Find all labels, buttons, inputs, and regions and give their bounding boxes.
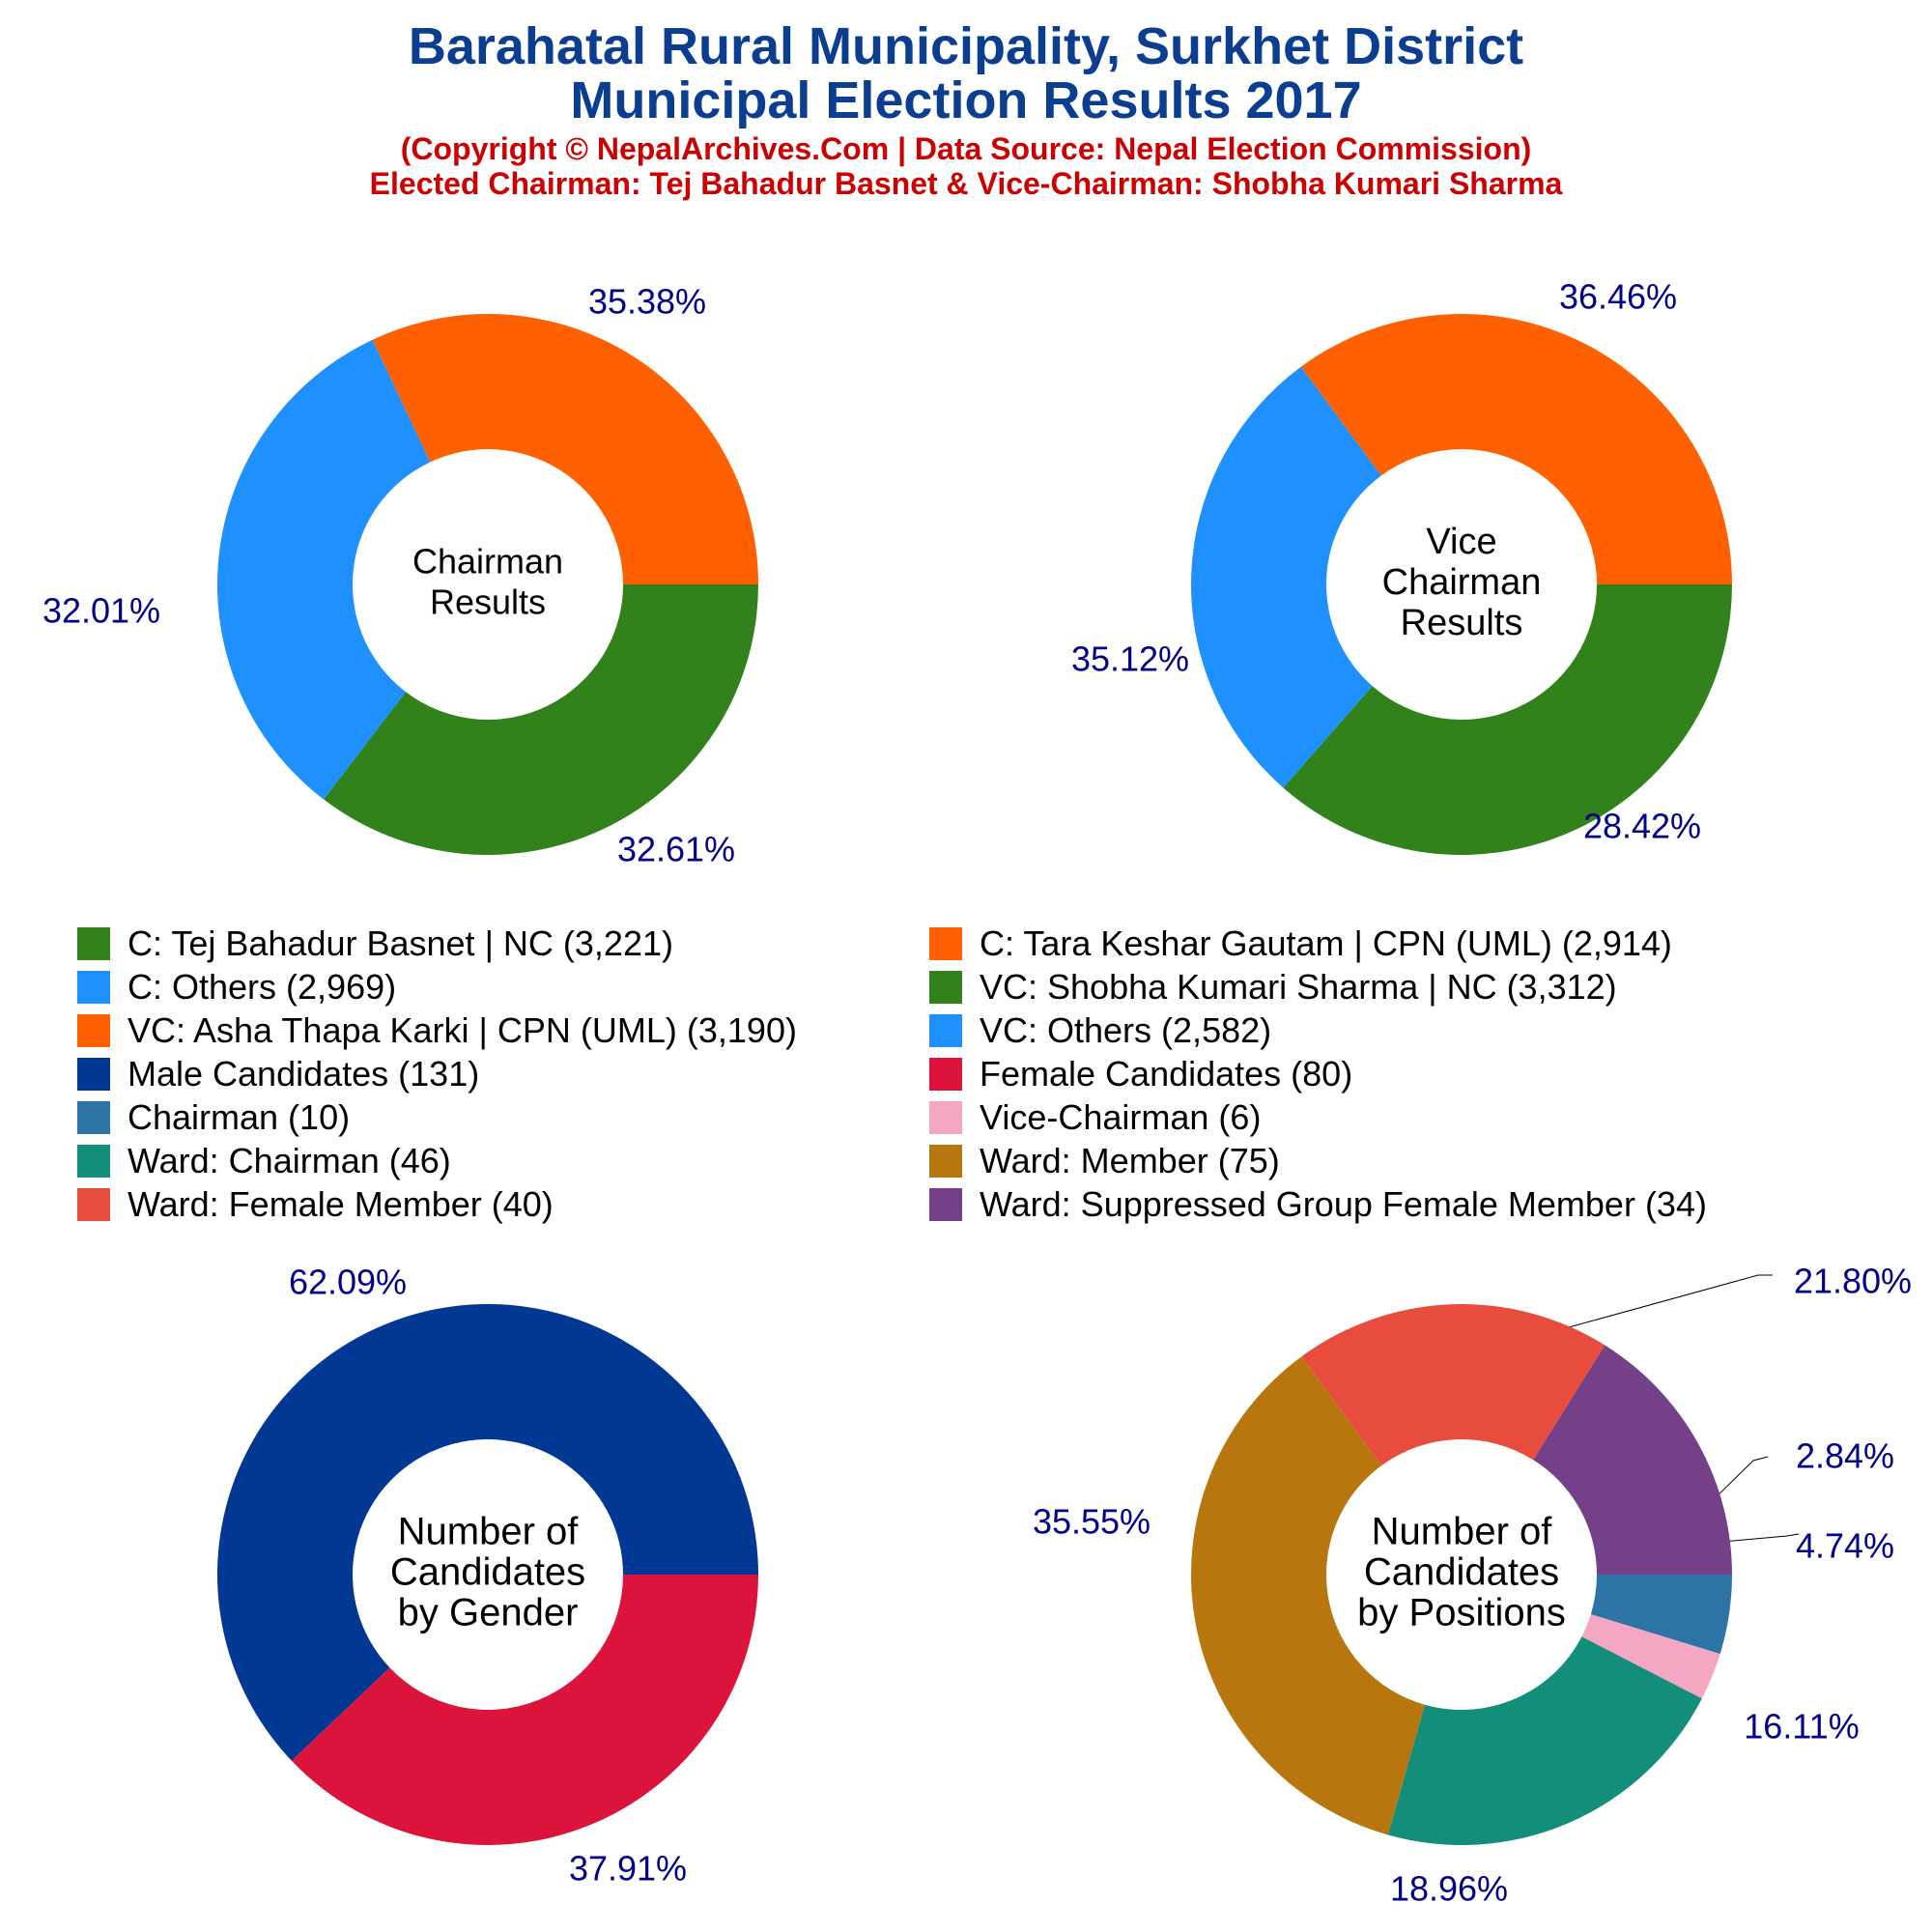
pie-slice bbox=[1581, 1614, 1720, 1699]
center-label: Number of bbox=[1372, 1511, 1553, 1553]
center-label: Number of bbox=[398, 1511, 580, 1553]
pie-chart-4: 4.74% 2.84% 21.80% 35.55% 18.96% 16.11% Number… bbox=[1033, 1262, 1912, 1909]
slice-percent-label: 35.12% bbox=[1071, 639, 1189, 679]
slice-percent-label: 36.46% bbox=[1559, 277, 1677, 317]
slice-percent-label: 62.09% bbox=[289, 1263, 407, 1302]
pie-slice bbox=[1300, 314, 1732, 584]
slice-percent-label: 35.38% bbox=[588, 282, 706, 322]
center-label: by Gender bbox=[398, 1592, 579, 1634]
center-label: Chairman bbox=[1382, 562, 1542, 603]
leader-line bbox=[1721, 1533, 1800, 1543]
leader-line bbox=[1711, 1456, 1769, 1502]
slice-percent-label: 37.91% bbox=[569, 1849, 687, 1889]
center-label: Results bbox=[430, 582, 546, 622]
slice-percent-label: 32.01% bbox=[43, 591, 160, 631]
slice-percent-label: 28.42% bbox=[1583, 807, 1701, 846]
slice-percent-label: 18.96% bbox=[1390, 1869, 1508, 1909]
subtitle-line-2: Elected Chairman: Tej Bahadur Basnet & V… bbox=[369, 166, 1563, 201]
center-label: Vice bbox=[1426, 522, 1496, 562]
center-label: Results bbox=[1401, 603, 1523, 643]
pie-slice bbox=[1387, 1636, 1702, 1845]
leader-line bbox=[1568, 1274, 1773, 1328]
center-label: by Positions bbox=[1357, 1592, 1566, 1634]
pie-slice bbox=[291, 1575, 758, 1846]
slice-percent-label: 32.61% bbox=[617, 830, 735, 869]
slice-percent-label: 2.84% bbox=[1796, 1436, 1894, 1476]
center-label: Candidates bbox=[390, 1551, 585, 1594]
pie-slice bbox=[1191, 366, 1381, 788]
pie-slice bbox=[1590, 1575, 1732, 1655]
page-title: Barahatal Rural Municipality, Surkhet Di… bbox=[0, 19, 1932, 201]
slice-percent-label: 35.55% bbox=[1033, 1502, 1151, 1542]
pie-slice bbox=[1283, 584, 1732, 856]
pie-slice bbox=[1190, 1356, 1425, 1835]
pie-slice bbox=[372, 314, 758, 584]
pie-slice bbox=[1301, 1304, 1605, 1466]
pie-slice bbox=[324, 584, 758, 855]
title-line-2: Municipal Election Results 2017 bbox=[570, 71, 1362, 129]
title-line-1: Barahatal Rural Municipality, Surkhet Di… bbox=[408, 17, 1524, 75]
pie-slice bbox=[216, 339, 431, 800]
subtitle-line-1: (Copyright © NepalArchives.Com | Data So… bbox=[400, 131, 1532, 166]
slice-percent-label: 21.80% bbox=[1794, 1262, 1912, 1301]
slice-percent-label: 16.11% bbox=[1744, 1707, 1859, 1747]
center-label: Chairman bbox=[412, 542, 563, 582]
slice-percent-label: 4.74% bbox=[1796, 1526, 1894, 1566]
pie-slice bbox=[1533, 1345, 1732, 1575]
center-label: Candidates bbox=[1364, 1551, 1559, 1594]
pie-slice bbox=[217, 1304, 759, 1761]
